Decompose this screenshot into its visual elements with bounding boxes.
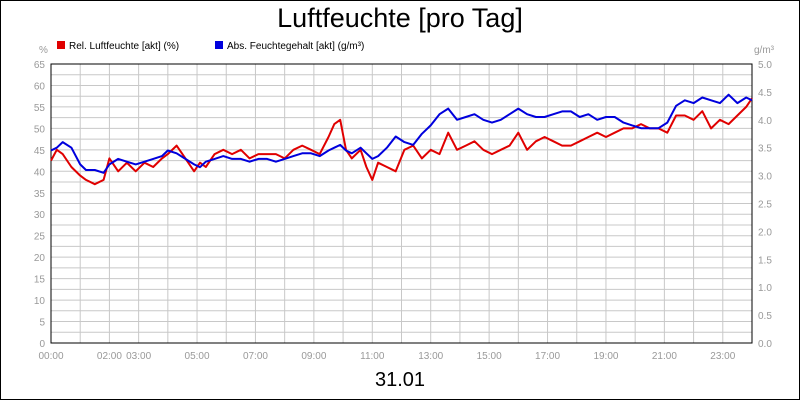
y-left-tick-label: 65 (34, 60, 46, 71)
right-axis-unit: g/m³ (754, 45, 775, 56)
x-axis-ticks: 00:00 02:00 03:00 05:00 07:00 09:00 11:00 13:00… (38, 351, 735, 362)
legend-label-rel: Rel. Luftfeuchte [akt] (%) (69, 41, 179, 52)
x-tick-label: 11:00 (360, 351, 385, 362)
grid-lines (50, 63, 753, 344)
y-left-tick-label: 5 (39, 318, 45, 329)
y-right-tick-label: 4.0 (758, 116, 772, 127)
date-label: 31.01 (374, 369, 426, 391)
chart-title: Luftfeuchte [pro Tag] (277, 3, 523, 33)
y-right-tick-label: 2.0 (758, 227, 772, 238)
y-left-tick-label: 40 (34, 167, 46, 178)
y-right-tick-label: 3.0 (758, 172, 772, 183)
series-line-0 (50, 97, 753, 186)
y-left-tick-label: 30 (34, 210, 46, 221)
legend-swatch-abs (215, 41, 223, 49)
y-left-tick-label: 55 (34, 103, 46, 114)
y-right-tick-label: 0.5 (758, 311, 772, 322)
y-left-tick-label: 45 (34, 146, 46, 157)
x-tick-label: 19:00 (593, 351, 618, 362)
x-tick-label: 05:00 (185, 351, 210, 362)
legend: Rel. Luftfeuchte [akt] (%) Abs. Feuchteg… (57, 41, 364, 52)
y-right-tick-label: 2.5 (758, 200, 772, 211)
x-tick-label: 09:00 (301, 351, 326, 362)
y-left-tick-label: 60 (34, 81, 46, 92)
x-tick-label: 13:00 (418, 351, 443, 362)
left-y-axis-ticks: 0 5 10 15 20 25 30 35 40 45 50 55 60 65 (34, 60, 46, 350)
legend-label-abs: Abs. Feuchtegehalt [akt] (g/m³) (227, 41, 364, 52)
y-right-tick-label: 1.5 (758, 255, 772, 266)
series-line-1 (50, 93, 753, 174)
x-tick-label: 00:00 (38, 351, 63, 362)
y-right-tick-label: 0.0 (758, 339, 772, 350)
y-left-tick-label: 0 (39, 339, 45, 350)
y-right-tick-label: 4.5 (758, 88, 772, 99)
y-left-tick-label: 25 (34, 232, 46, 243)
y-left-tick-label: 50 (34, 124, 46, 135)
plot-area-border (50, 63, 753, 344)
x-tick-label: 03:00 (126, 351, 151, 362)
y-right-tick-label: 1.0 (758, 283, 772, 294)
x-tick-label: 21:00 (652, 351, 677, 362)
x-tick-label: 07:00 (243, 351, 268, 362)
y-right-tick-label: 5.0 (758, 60, 772, 71)
legend-swatch-rel (57, 41, 65, 49)
y-left-tick-label: 20 (34, 253, 46, 264)
y-left-tick-label: 35 (34, 189, 46, 200)
y-left-tick-label: 15 (34, 275, 46, 286)
x-tick-label: 02:00 (97, 351, 122, 362)
y-right-tick-label: 3.5 (758, 144, 772, 155)
x-tick-label: 15:00 (477, 351, 502, 362)
series-lines (50, 93, 753, 186)
x-tick-label: 23:00 (710, 351, 735, 362)
left-axis-unit: % (39, 45, 48, 56)
right-y-axis-ticks: 0.0 0.5 1.0 1.5 2.0 2.5 3.0 3.5 4.0 4.5 5.0 (758, 60, 772, 350)
x-tick-label: 17:00 (535, 351, 560, 362)
y-left-tick-label: 10 (34, 296, 46, 307)
